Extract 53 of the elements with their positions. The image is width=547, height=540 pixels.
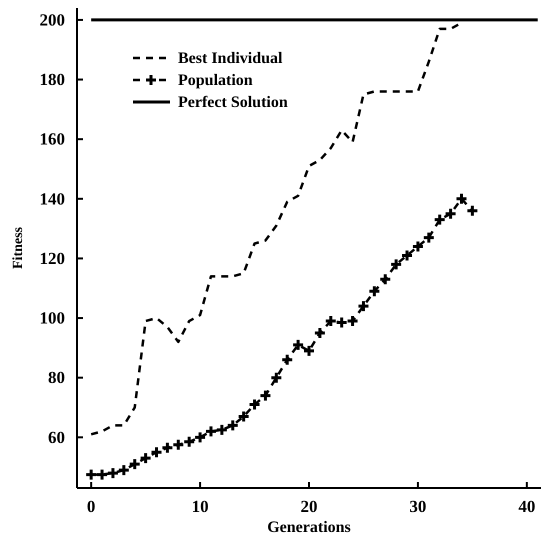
point [444,207,458,220]
y-tick-label: 100 [40,308,65,328]
point [258,389,272,402]
point [226,418,240,432]
x-tick-label: 30 [409,497,426,516]
point [302,344,316,358]
x-axis-title: Generations [267,519,351,536]
point [96,468,109,482]
y-tick-label: 140 [40,189,65,208]
point [466,204,479,218]
point [313,326,326,340]
point [400,248,414,262]
point [128,458,142,471]
point [139,452,152,465]
point [172,438,185,452]
x-tick-label: 40 [518,497,536,516]
point [422,231,436,244]
point [215,423,228,436]
point [280,353,294,366]
y-tick-label: 80 [48,368,65,388]
x-tick-label: 0 [86,497,96,516]
point [356,300,370,313]
x-tick-label: 10 [192,497,209,516]
point [390,258,403,271]
point [248,398,262,412]
y-tick-label: 180 [40,70,65,89]
point [237,410,250,423]
point [433,213,446,226]
y-tick-label: 120 [40,248,65,268]
point [204,424,218,438]
y-axis-title: Fitness [11,226,26,269]
point [346,314,360,328]
point [150,446,164,459]
point [270,371,283,384]
point [378,272,392,286]
point [411,240,424,254]
point [292,338,305,352]
point [194,430,207,444]
y-tick-label: 60 [48,428,65,447]
point [106,466,120,480]
y-tick-label: 200 [40,10,65,30]
point [324,314,338,328]
point [368,284,381,298]
y-tick-label: 160 [40,130,65,149]
point [117,464,130,477]
point [160,441,174,454]
point [182,435,196,448]
point [335,316,348,330]
legend-label: Population [178,72,253,89]
legend-label: Perfect Solution [178,94,288,111]
x-tick-label: 20 [300,497,318,516]
point [454,192,468,206]
legend-label: Best Individual [178,50,284,67]
